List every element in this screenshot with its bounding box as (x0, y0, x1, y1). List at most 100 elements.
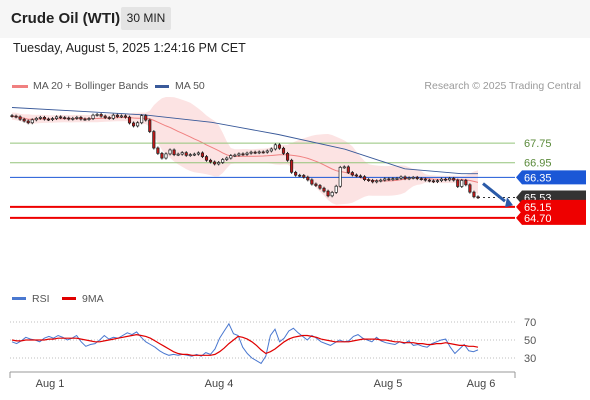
candle-body (257, 151, 261, 154)
level-label: 67.75 (524, 138, 552, 150)
ma50-line (11, 107, 478, 175)
candle-body (115, 114, 119, 117)
candle-body (18, 116, 22, 120)
candle-body (350, 172, 354, 176)
rsi-ma9-line (11, 333, 479, 356)
candle-body (375, 180, 379, 183)
candle-body (269, 148, 273, 152)
candle-body (168, 149, 172, 155)
candle-body (87, 118, 91, 120)
x-tick-label: Aug 5 (374, 378, 403, 390)
candle-body (180, 152, 184, 155)
candle-body (261, 151, 265, 154)
candle-body (362, 176, 367, 180)
candle-body (379, 179, 383, 182)
timestamp: Tuesday, August 5, 2025 1:24:16 PM CET (13, 41, 246, 55)
timeframe-button[interactable]: 30 MIN (121, 7, 171, 30)
candle-body (91, 114, 95, 119)
ma9-legend-label: 9MA (82, 293, 104, 305)
candle-body (391, 178, 395, 180)
candle-body (229, 155, 233, 159)
candle-body (132, 122, 136, 127)
candle-body (152, 131, 156, 149)
candle-body (63, 117, 67, 119)
candle-body (387, 178, 391, 181)
candle-body (148, 119, 152, 132)
candle-body (67, 117, 71, 120)
candle-body (119, 115, 123, 118)
candle-body (326, 190, 330, 197)
candle-body (71, 117, 75, 120)
forecast-arrowhead (505, 197, 513, 208)
x-tick-label: Aug 1 (36, 378, 65, 390)
candle-body (83, 118, 87, 121)
level-tag (516, 170, 586, 185)
instrument-title: Crude Oil (WTI) (11, 10, 121, 27)
candle-body (233, 154, 237, 157)
rsi-line (11, 322, 479, 365)
candle-body (298, 174, 302, 177)
candle-body (200, 152, 205, 157)
candle-body (265, 150, 269, 153)
candle-body (75, 117, 79, 119)
candle-body (367, 179, 371, 181)
candle-body (452, 178, 456, 181)
candle-body (403, 176, 407, 179)
candle-body (383, 178, 387, 181)
candle-body (273, 144, 277, 150)
candle-body (342, 166, 346, 169)
candle-body (79, 117, 83, 120)
candle-body (127, 116, 132, 124)
copyright-text: Research © 2025 Trading Central (424, 80, 581, 92)
candle-body (14, 115, 18, 118)
candle-body (188, 154, 192, 156)
candle-body (30, 119, 34, 124)
candle-body (209, 159, 213, 163)
candle-body (334, 185, 338, 193)
candle-body (249, 151, 253, 154)
candle-body (419, 178, 423, 180)
candle-body (468, 184, 472, 193)
ma50-legend-swatch (155, 85, 169, 88)
candle-body (204, 156, 209, 161)
chart-header (0, 0, 590, 38)
candle-body (294, 171, 298, 176)
candle-body (444, 178, 448, 181)
level-tag (516, 199, 586, 214)
candle-body (460, 180, 464, 187)
candle-body (371, 180, 375, 183)
candle-body (172, 149, 176, 155)
candle-body (156, 147, 160, 154)
bollinger-legend-label: MA 20 + Bollinger Bands (33, 80, 149, 92)
x-tick-label: Aug 6 (467, 378, 496, 390)
candle-body (354, 174, 358, 177)
candle-body (34, 117, 38, 121)
forecast-arrow (482, 182, 506, 203)
level-label: 66.35 (524, 172, 552, 184)
candle-body (50, 118, 55, 120)
candle-body (237, 153, 241, 156)
candle-body (136, 122, 140, 127)
candle-body (59, 116, 63, 119)
candle-body (346, 166, 350, 173)
candle-body (330, 192, 334, 197)
candle-body (302, 175, 306, 178)
candle-body (176, 153, 180, 156)
candle-body (103, 115, 107, 118)
candle-body (431, 180, 435, 183)
candle-body (160, 153, 164, 159)
candle-body (306, 176, 310, 181)
level-tag (516, 210, 586, 225)
candle-body (196, 152, 200, 155)
ma50-legend-label: MA 50 (175, 80, 205, 92)
candle-body (464, 180, 468, 186)
level-label: 66.95 (524, 158, 552, 170)
candle-body (435, 180, 440, 182)
candle-body (26, 120, 30, 124)
candle-body (10, 115, 14, 117)
candle-body (192, 153, 196, 156)
candle-body (427, 179, 431, 182)
candle-body (140, 115, 144, 124)
candle-body (225, 157, 229, 160)
